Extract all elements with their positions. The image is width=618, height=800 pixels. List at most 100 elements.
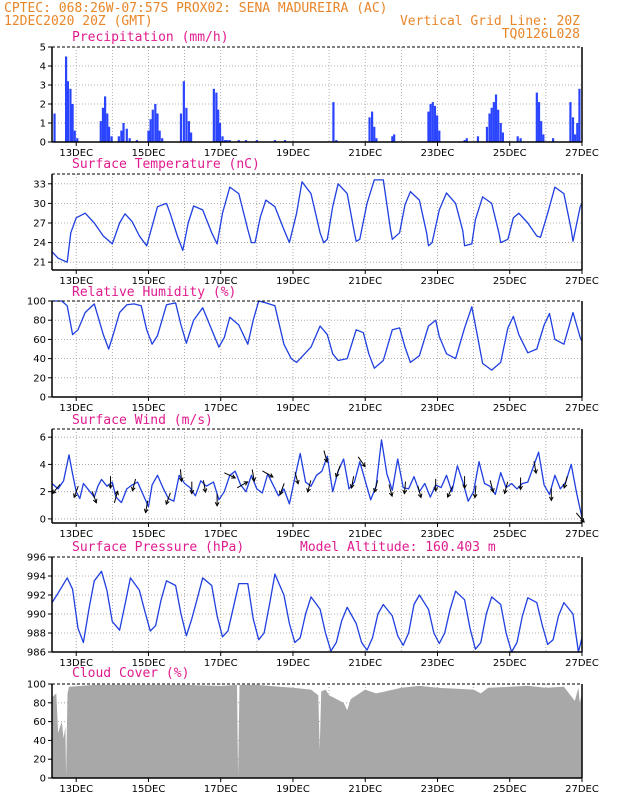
rh-xtick-label: 13DEC (59, 403, 93, 414)
rh-xtick-label: 23DEC (421, 403, 455, 414)
precip-bar (368, 117, 371, 142)
pressure-ytick-label: 990 (27, 610, 46, 621)
wind-ytick-label: 4 (40, 460, 46, 471)
precip-bar (122, 123, 125, 142)
wind-arrow-shaft (357, 456, 366, 467)
pressure-ytick-label: 996 (27, 553, 46, 564)
cloud-ytick-label: 100 (27, 680, 46, 691)
precip-bar (490, 107, 493, 142)
wind-title: Surface Wind (m/s) (72, 413, 213, 428)
rh-ytick-label: 0 (40, 393, 46, 404)
precip-bar (497, 109, 500, 142)
wind-arrow (165, 492, 171, 506)
precip-bar (120, 130, 123, 142)
wind-arrow-shaft (52, 484, 61, 494)
precip-bar (69, 88, 72, 142)
wind-arrow-shaft (533, 461, 537, 474)
precip-bar (569, 102, 572, 142)
precip-bar (244, 140, 248, 142)
wind-arrow-head (533, 469, 538, 475)
precip-bar (99, 121, 102, 142)
wind-arrow-head (323, 458, 329, 464)
pressure-xtick-label: 23DEC (421, 658, 455, 669)
precip-ytick-label: 1 (40, 119, 46, 130)
cloud-ytick-label: 80 (33, 698, 46, 709)
cloud-xtick-label: 13DEC (59, 784, 93, 795)
pressure-title: Surface Pressure (hPa) (72, 540, 244, 555)
precip-bar (76, 138, 79, 142)
wind-arrow-shaft (374, 480, 379, 493)
rh-series-line (52, 300, 583, 371)
precip-bar (135, 140, 139, 142)
wind-arrow (73, 485, 79, 499)
wind-arrow-shaft (73, 485, 79, 498)
wind-arrow-head (433, 487, 439, 492)
precip-bar (156, 113, 159, 142)
wind-arrow-head (165, 500, 170, 506)
wind-arrow-shaft (447, 486, 454, 498)
precip-bar (182, 81, 185, 142)
precip-bar (107, 126, 111, 142)
wind-arrow-head (417, 493, 423, 499)
rh-ytick-label: 60 (33, 335, 46, 346)
wind-series-line (51, 439, 583, 518)
wind-arrow-shaft (575, 512, 585, 523)
precip-bar (519, 138, 522, 142)
wind-arrow-head (446, 493, 452, 499)
temp-ytick-label: 33 (33, 179, 46, 190)
wind-arrow-head (402, 489, 408, 495)
cloud-xtick-label: 27DEC (565, 784, 599, 795)
wind-arrow-head (518, 485, 523, 491)
pressure-xtick-label: 25DEC (493, 658, 527, 669)
wind-arrow (503, 481, 509, 495)
wind-xtick-label: 23DEC (421, 529, 455, 540)
temp-ytick-label: 24 (33, 238, 46, 249)
wind-arrow (472, 485, 478, 499)
pressure-xtick-label: 27DEC (565, 658, 599, 669)
precip-bar (542, 134, 545, 142)
rh-xtick-label: 27DEC (565, 403, 599, 414)
wind-arrow-head (349, 484, 355, 490)
precip-bar (370, 111, 374, 142)
precip-bar (128, 138, 131, 142)
wind-arrow (113, 490, 119, 504)
pressure-series-line (51, 570, 583, 653)
precip-bar (436, 115, 439, 142)
temp-xtick-label: 19DEC (276, 276, 310, 287)
temp-xtick-label: 17DEC (204, 276, 238, 287)
precip-bar (101, 107, 105, 142)
rh-ytick-label: 100 (27, 297, 46, 308)
wind-xtick-label: 27DEC (565, 529, 599, 540)
wind-arrow (143, 500, 149, 514)
cloud-xtick-label: 23DEC (421, 784, 455, 795)
precip-bar (551, 138, 555, 142)
cloud-panel: 0 20 40 60 80 100 13DEC 15DEC 17DEC 19DEC 21DEC 23D… (27, 680, 599, 796)
wind-arrow-head (562, 483, 568, 489)
wind-xtick-label: 13DEC (59, 529, 93, 540)
precip-bar (218, 123, 222, 142)
precip-bar (393, 134, 396, 142)
wind-arrow-head (268, 473, 274, 478)
wind-xtick-label: 17DEC (204, 529, 238, 540)
precip-xtick-label: 13DEC (59, 148, 93, 159)
wind-arrow-head (503, 489, 508, 495)
precip-bar (228, 140, 231, 142)
precip-bar (223, 140, 227, 142)
precip-xtick-label: 19DEC (276, 148, 310, 159)
wind-arrow-shaft (91, 491, 97, 503)
precip-bar (516, 136, 519, 142)
wind-arrow-head (388, 492, 394, 498)
wind-arrow (91, 491, 98, 504)
precip-ytick-label: 0 (40, 138, 46, 149)
precip-bar (158, 130, 161, 142)
precip-bar (501, 132, 504, 142)
pressure-ytick-label: 988 (27, 629, 46, 640)
precip-bar (431, 102, 434, 142)
wind-arrow-head (108, 484, 113, 490)
rh-xtick-label: 19DEC (276, 403, 310, 414)
pressure-xtick-label: 19DEC (276, 658, 310, 669)
wind-arrow-head (462, 484, 467, 490)
pressure-xtick-label: 13DEC (59, 658, 93, 669)
precip-bar (540, 121, 543, 142)
temp-ytick-label: 21 (33, 258, 46, 269)
